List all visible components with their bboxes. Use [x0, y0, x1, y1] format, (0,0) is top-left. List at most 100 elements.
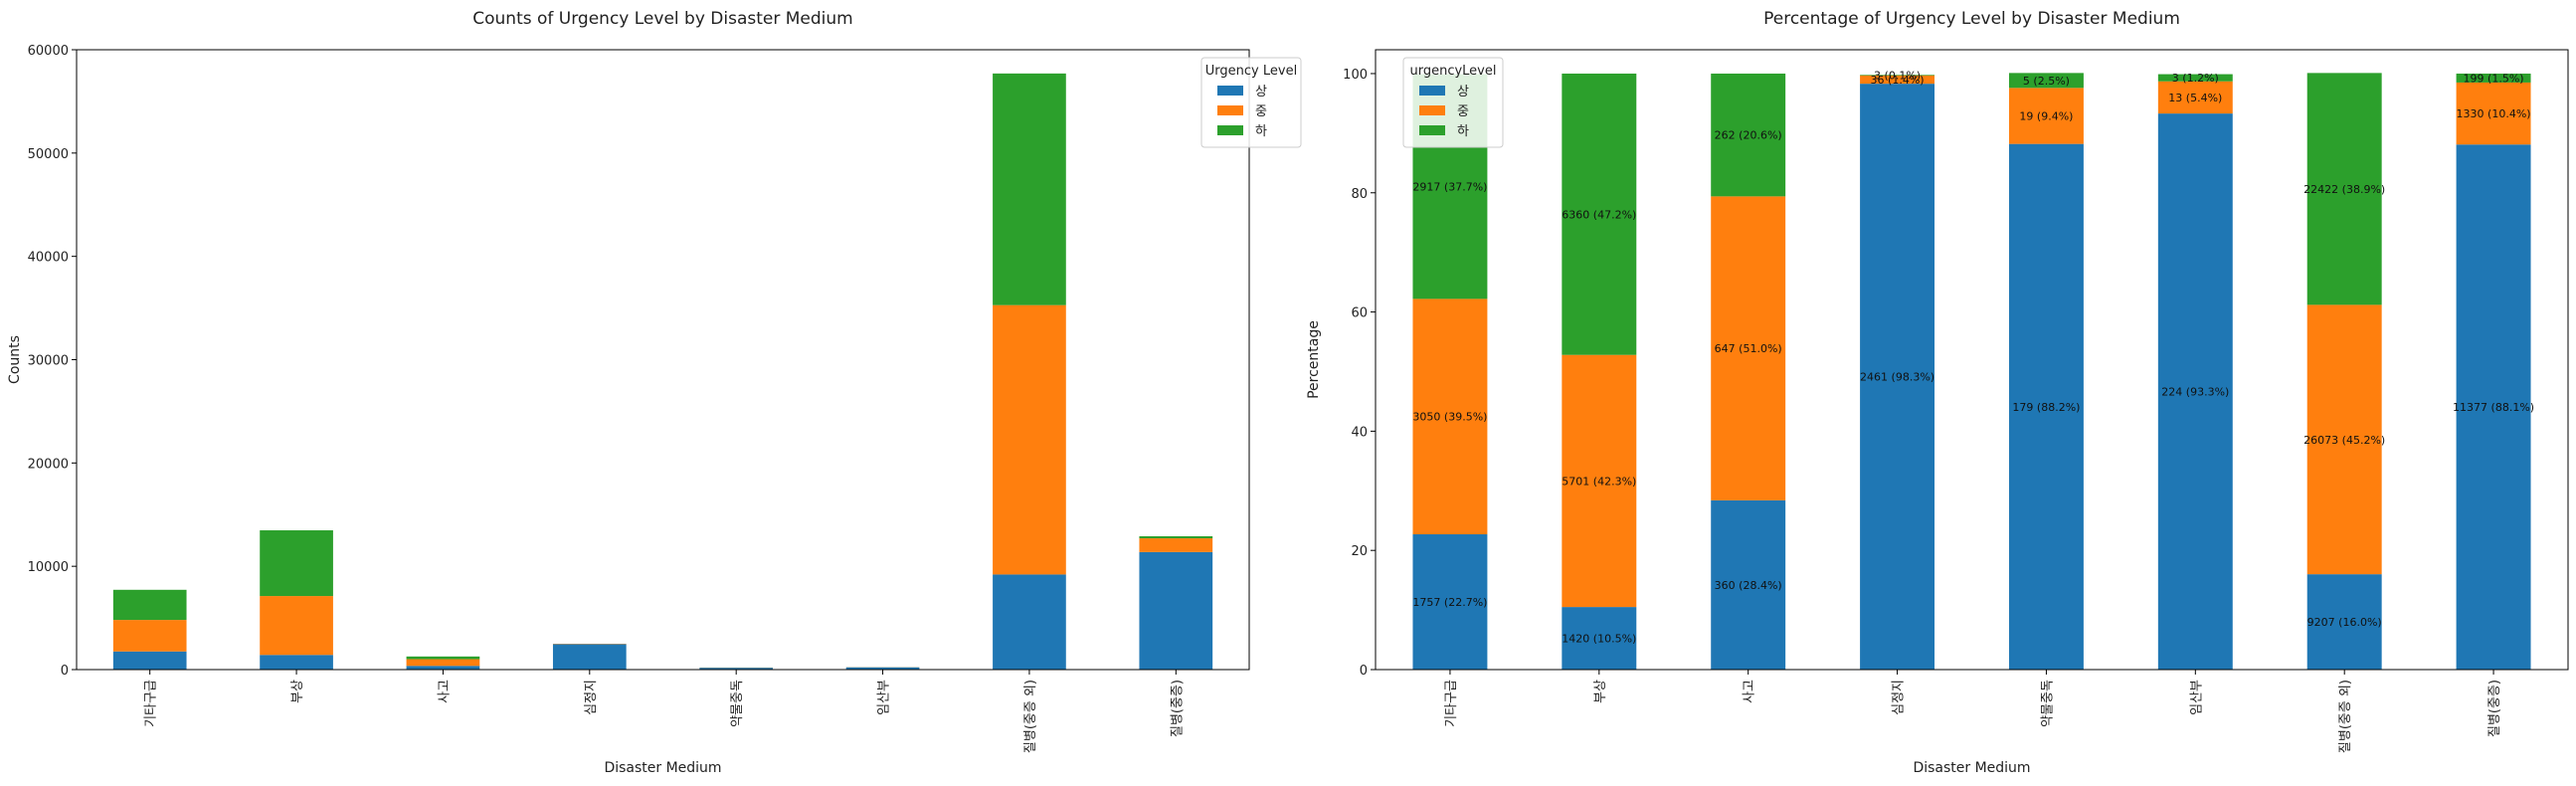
legend-swatch-상 [1217, 86, 1243, 96]
x-tick-label: 부상 [290, 680, 305, 703]
bar-중-임산부 [2157, 81, 2233, 114]
bar-중-질병(중증) [2456, 82, 2531, 145]
bar-상-질병(중증) [1139, 551, 1213, 670]
data-label: 19 (9.4%) [2019, 109, 2073, 122]
legend-swatch-중 [1217, 105, 1243, 115]
bar-상-질병(중증 외) [993, 574, 1066, 670]
data-label: 1330 (10.4%) [2457, 107, 2531, 120]
data-label: 36 (1.4%) [1871, 74, 1925, 87]
legend: Urgency Level 상중하 [1200, 57, 1302, 148]
legend-label: 상 [1255, 85, 1267, 99]
bar-중-약물중독 [2008, 88, 2084, 144]
y-tick-label: 60 [1351, 306, 1368, 321]
legend-swatch-하 [1217, 125, 1243, 135]
legend-label: 상 [1457, 85, 1469, 99]
y-tick-label: 20000 [28, 457, 69, 472]
data-label: 199 (1.5%) [2464, 72, 2524, 85]
y-tick-label: 0 [1360, 664, 1368, 679]
bar-중-부상 [1562, 354, 1637, 608]
chart-panel-1: Counts of Urgency Level by Disaster Medi… [7, 9, 1302, 776]
bar-상-임산부 [2157, 113, 2233, 671]
plot-frame [76, 49, 1250, 671]
chart-title: Counts of Urgency Level by Disaster Medi… [472, 9, 852, 29]
legend: urgencyLevel 상중하 [1402, 57, 1504, 148]
x-tick-label: 약물중독 [2040, 680, 2055, 727]
bar-하-사고 [406, 656, 480, 660]
data-label: 2917 (37.7%) [1412, 180, 1487, 193]
data-label: 647 (51.0%) [1715, 342, 1782, 355]
bar-하-부상 [1562, 73, 1637, 355]
bar-하-약물중독 [2008, 73, 2084, 89]
bar-상-심정지 [1860, 84, 1935, 670]
bar-상-사고 [1711, 499, 1786, 670]
data-label: 3 (1.2%) [2172, 72, 2219, 85]
bar-하-질병(중증 외) [2306, 73, 2382, 305]
y-tick-label: 60000 [28, 44, 69, 59]
x-axis-label: Disaster Medium [1913, 760, 2030, 776]
bar-상-질병(중증) [2456, 144, 2531, 670]
y-tick-label: 40000 [28, 251, 69, 266]
x-tick-label: 기타구급 [1444, 680, 1459, 727]
x-tick-label: 기타구급 [144, 680, 159, 727]
chart-title: Percentage of Urgency Level by Disaster … [1763, 9, 2180, 29]
legend-label: 하 [1457, 124, 1469, 139]
bar-상-임산부 [845, 667, 920, 670]
data-label: 224 (93.3%) [2161, 386, 2229, 399]
bar-중-질병(중증) [1139, 538, 1213, 552]
x-tick-label: 심정지 [1892, 680, 1907, 715]
y-tick-label: 80 [1351, 187, 1368, 202]
legend-swatch-하 [1419, 125, 1445, 135]
bar-하-질병(중증) [1139, 535, 1213, 539]
x-tick-label: 사고 [437, 680, 452, 703]
data-label: 262 (20.6%) [1715, 129, 1782, 142]
data-label: 3050 (39.5%) [1412, 411, 1487, 424]
bar-하-부상 [260, 530, 333, 597]
data-label: 5701 (42.3%) [1562, 475, 1636, 488]
bar-중-기타구급 [1412, 298, 1488, 535]
y-tick-label: 50000 [28, 147, 69, 162]
bar-상-심정지 [552, 644, 627, 670]
bar-하-심정지 [1860, 75, 1935, 76]
legend-label: 하 [1255, 124, 1267, 139]
data-label: 6360 (47.2%) [1562, 208, 1636, 221]
data-label: 9207 (16.0%) [2307, 616, 2382, 629]
x-tick-label: 질병(중증) [1170, 680, 1185, 737]
bar-상-부상 [1562, 607, 1637, 670]
x-tick-label: 임산부 [2189, 680, 2204, 715]
bar-상-사고 [406, 666, 480, 670]
legend-box [1402, 57, 1504, 148]
bar-중-질병(중증 외) [2306, 304, 2382, 575]
legend-title: urgencyLevel [1409, 64, 1496, 79]
bar-하-기타구급 [112, 589, 187, 621]
y-axis-label: Percentage [1306, 320, 1322, 399]
y-tick-label: 0 [61, 664, 69, 679]
x-tick-label: 심정지 [584, 680, 599, 715]
legend-label: 중 [1457, 104, 1469, 119]
bar-상-기타구급 [112, 651, 187, 670]
data-label: 360 (28.4%) [1715, 579, 1782, 592]
bar-상-약물중독 [2008, 143, 2084, 670]
x-tick-label: 질병(중증 외) [2338, 680, 2353, 753]
y-axis-label: Counts [7, 335, 23, 384]
data-label: 179 (88.2%) [2012, 401, 2080, 414]
data-label: 1757 (22.7%) [1412, 596, 1487, 609]
data-label: 2461 (98.3%) [1860, 371, 1934, 384]
y-tick-label: 30000 [28, 354, 69, 369]
bar-중-심정지 [1860, 75, 1935, 85]
legend-box [1200, 57, 1302, 148]
bar-상-질병(중증 외) [2306, 574, 2382, 670]
bar-하-사고 [1711, 73, 1786, 197]
bar-하-질병(중증) [2456, 73, 2531, 83]
y-tick-label: 100 [1343, 68, 1368, 83]
x-axis-label: Disaster Medium [604, 760, 721, 776]
bar-하-임산부 [2157, 74, 2233, 82]
chart-panel-2: Percentage of Urgency Level by Disaster … [1306, 9, 2569, 776]
data-label: 26073 (45.2%) [2303, 434, 2385, 447]
legend-title: Urgency Level [1205, 64, 1297, 79]
y-tick-label: 20 [1351, 544, 1368, 559]
x-tick-label: 부상 [1593, 680, 1608, 703]
bar-중-부상 [260, 596, 333, 656]
legend-label: 중 [1255, 104, 1267, 119]
legend-swatch-중 [1419, 105, 1445, 115]
